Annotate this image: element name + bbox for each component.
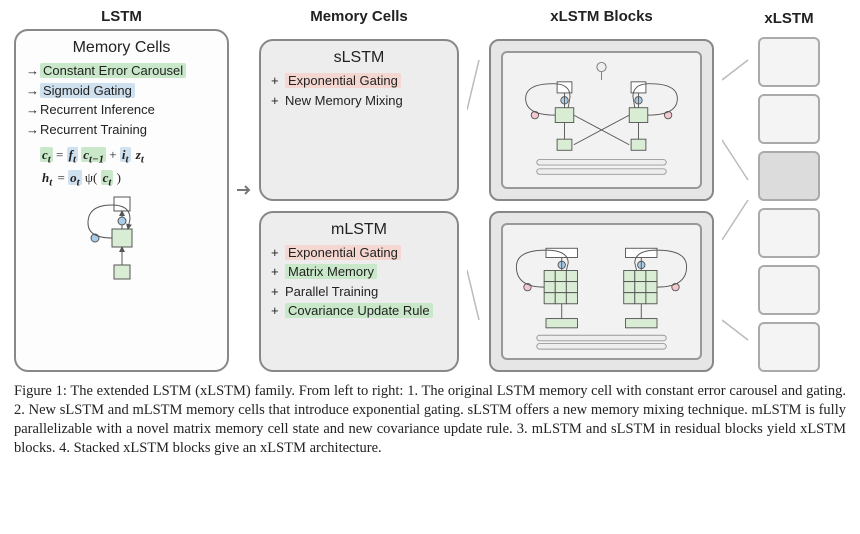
- blocks-column: xLSTM Blocks: [489, 8, 714, 372]
- lstm-panel-title: Memory Cells: [26, 39, 217, 57]
- list-item: + Exponential Gating: [271, 71, 447, 91]
- list-item: + Exponential Gating: [271, 243, 447, 263]
- figure-row: LSTM Memory Cells → Constant Error Carou…: [14, 8, 846, 372]
- list-item: → Sigmoid Gating: [26, 81, 217, 101]
- mlstm-block: [489, 211, 714, 373]
- lstm-items: → Constant Error Carousel→ Sigmoid Gatin…: [26, 61, 217, 139]
- header-xlstm: xLSTM: [758, 10, 820, 27]
- xlstm-stack-column: xLSTM: [758, 8, 820, 372]
- header-lstm: LSTM: [14, 8, 229, 25]
- mlstm-title: mLSTM: [271, 221, 447, 239]
- slstm-block: [489, 39, 714, 201]
- connector-2: [467, 8, 481, 372]
- slstm-panel: sLSTM + Exponential Gating+ New Memory M…: [259, 39, 459, 201]
- mlstm-items: + Exponential Gating+ Matrix Memory+ Par…: [271, 243, 447, 321]
- eq1: ct = ft ct−1 + it zt: [40, 145, 217, 168]
- memory-cells-column: Memory Cells sLSTM + Exponential Gating+…: [259, 8, 459, 372]
- slstm-items: + Exponential Gating+ New Memory Mixing: [271, 71, 447, 110]
- stack-block: [758, 208, 820, 258]
- lstm-equations: ct = ft ct−1 + it zt ht = ot ψ( ct ): [40, 145, 217, 191]
- list-item: + Parallel Training: [271, 282, 447, 302]
- list-item: + Matrix Memory: [271, 262, 447, 282]
- slstm-title: sLSTM: [271, 49, 447, 67]
- stack-holder: [758, 37, 820, 372]
- stack-block: [758, 151, 820, 201]
- list-item: + Covariance Update Rule: [271, 301, 447, 321]
- stack-block: [758, 94, 820, 144]
- header-mem: Memory Cells: [259, 8, 459, 25]
- stack-block: [758, 265, 820, 315]
- slstm-block-inner: [501, 51, 702, 189]
- connector-3: [722, 8, 750, 372]
- lstm-cell-icon: [26, 195, 217, 285]
- list-item: → Recurrent Training: [26, 120, 217, 140]
- eq2: ht = ot ψ( ct ): [40, 168, 217, 191]
- list-item: + New Memory Mixing: [271, 91, 447, 111]
- lstm-panel: Memory Cells → Constant Error Carousel→ …: [14, 29, 229, 372]
- stack-block: [758, 322, 820, 372]
- mlstm-block-inner: [501, 223, 702, 361]
- mlstm-block-diagram: [509, 231, 694, 353]
- connector-1: [237, 8, 251, 372]
- lstm-column: LSTM Memory Cells → Constant Error Carou…: [14, 8, 229, 372]
- slstm-block-diagram: [509, 59, 694, 181]
- figure-caption: Figure 1: The extended LSTM (xLSTM) fami…: [14, 382, 846, 459]
- list-item: → Constant Error Carousel: [26, 61, 217, 81]
- header-blocks: xLSTM Blocks: [489, 8, 714, 25]
- stack-block: [758, 37, 820, 87]
- list-item: → Recurrent Inference: [26, 100, 217, 120]
- mlstm-panel: mLSTM + Exponential Gating+ Matrix Memor…: [259, 211, 459, 373]
